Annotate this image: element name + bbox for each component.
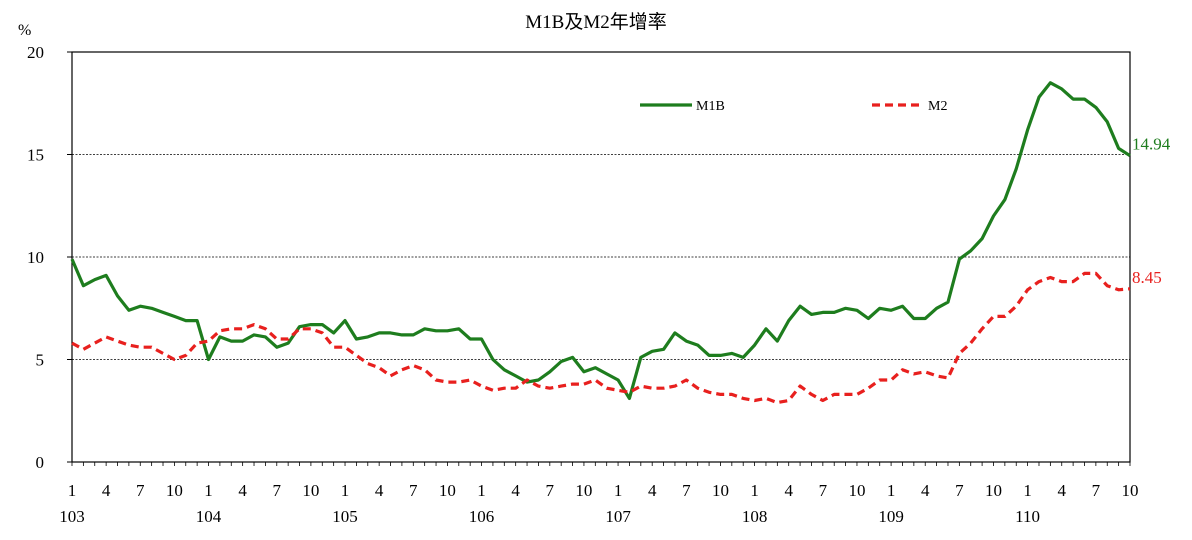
year-label: 107 (605, 507, 631, 526)
y-tick-label: 0 (36, 453, 45, 472)
y-axis-unit: % (18, 22, 31, 39)
legend: M1B M2 (640, 99, 947, 114)
y-tick-label: 15 (27, 146, 44, 165)
x-tick-label: 10 (1122, 481, 1139, 500)
year-label: 109 (878, 507, 904, 526)
series-line-m1b (70, 81, 1131, 400)
year-label: 103 (59, 507, 85, 526)
x-tick-label: 7 (273, 481, 282, 500)
x-tick-label: 7 (955, 481, 964, 500)
year-label: 105 (332, 507, 358, 526)
x-tick-label: 7 (136, 481, 145, 500)
x-tick-label: 7 (1092, 481, 1101, 500)
x-tick-label: 1 (1023, 481, 1032, 500)
y-axis: 0 5 10 15 20 (27, 43, 72, 472)
x-tick-label: 4 (102, 481, 111, 500)
x-tick-label: 4 (1057, 481, 1066, 500)
x-tick-label: 1 (887, 481, 896, 500)
x-tick-label: 10 (985, 481, 1002, 500)
x-tick-label: 10 (166, 481, 183, 500)
y-tick-label: 20 (27, 43, 44, 62)
x-tick-label: 1 (477, 481, 486, 500)
x-tick-label: 4 (375, 481, 384, 500)
x-tick-label: 10 (575, 481, 592, 500)
y-tick-label: 10 (27, 248, 44, 267)
x-tick-label: 4 (784, 481, 793, 500)
x-tick-label: 1 (341, 481, 350, 500)
end-label: 8.45 (1132, 268, 1162, 287)
x-tick-label: 7 (682, 481, 691, 500)
x-tick-label: 10 (712, 481, 729, 500)
x-tick-label: 4 (238, 481, 247, 500)
x-tick-label: 1 (750, 481, 759, 500)
x-tick-label: 4 (511, 481, 520, 500)
year-label: 108 (742, 507, 768, 526)
x-tick-label: 10 (848, 481, 865, 500)
x-tick-label: 7 (819, 481, 828, 500)
gridlines (72, 154, 1130, 360)
x-tick-label: 7 (546, 481, 555, 500)
x-tick-label: 10 (302, 481, 319, 500)
x-tick-label: 1 (68, 481, 77, 500)
x-tick-label: 1 (204, 481, 213, 500)
series-lines (70, 81, 1131, 405)
chart-title: M1B及M2年增率 (525, 11, 666, 33)
year-label: 106 (469, 507, 495, 526)
legend-label: M2 (928, 99, 947, 114)
x-tick-label: 10 (439, 481, 456, 500)
series-line-m2 (71, 271, 1131, 405)
x-tick-label: 4 (648, 481, 657, 500)
year-label: 104 (196, 507, 222, 526)
year-label: 110 (1015, 507, 1040, 526)
y-tick-label: 5 (36, 351, 45, 370)
x-axis: 1 4 7 10 1 4 7 10 1 4 7 10 1 4 7 10 1 4 7 10 1 4 7 10 1 4 7 10 1 4 7 10… (59, 462, 1139, 526)
x-tick-label: 4 (921, 481, 930, 500)
end-labels: 14.94 8.45 (1132, 135, 1171, 287)
x-tick-label: 1 (614, 481, 623, 500)
legend-label: M1B (696, 99, 725, 114)
x-tick-label: 7 (409, 481, 418, 500)
end-label: 14.94 (1132, 135, 1171, 154)
